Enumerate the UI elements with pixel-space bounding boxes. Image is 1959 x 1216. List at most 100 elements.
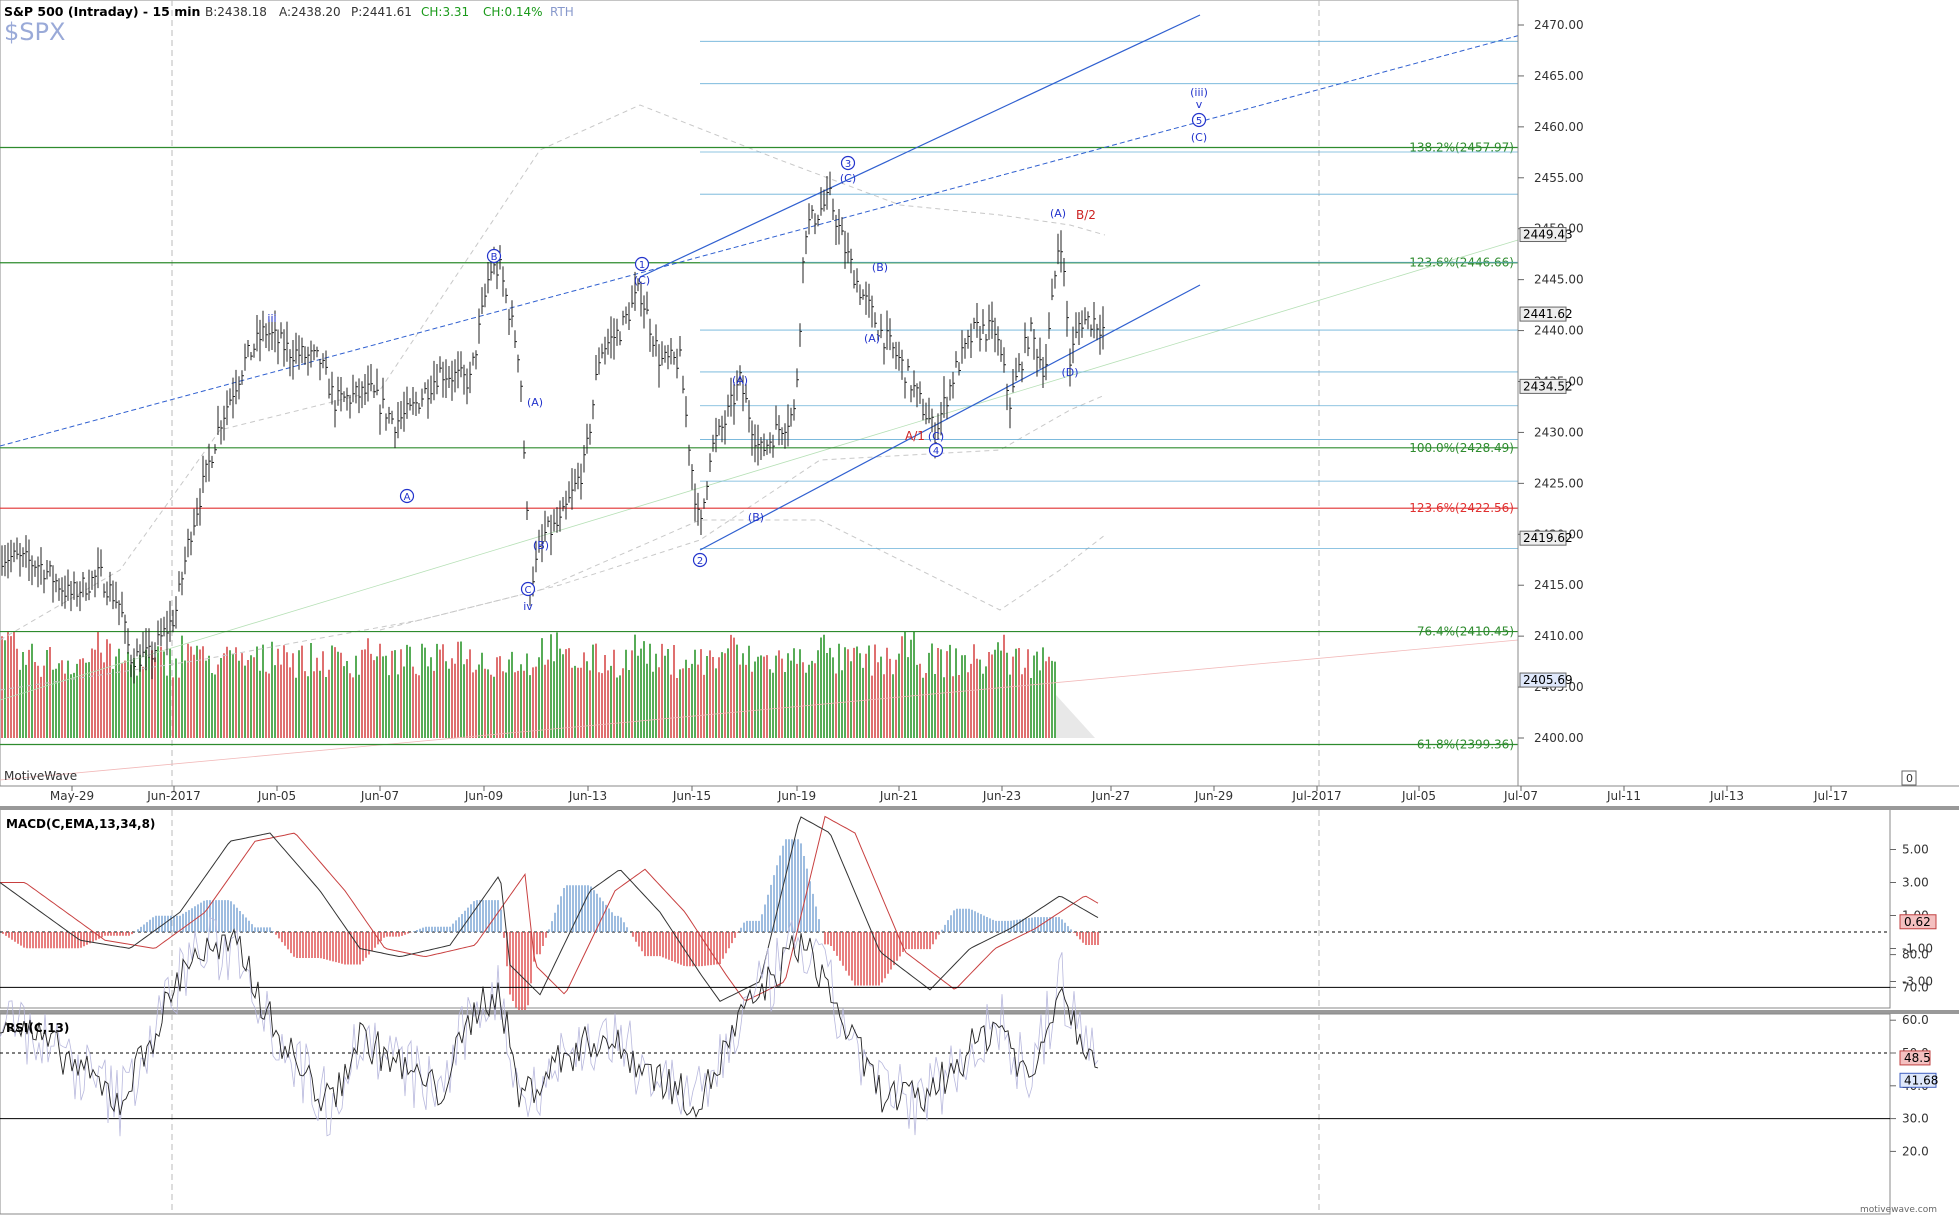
rsi-tick: 60.0 <box>1902 1013 1929 1027</box>
date-tick: Jun-21 <box>879 789 918 803</box>
price-panel[interactable]: 138.2%(2457.97) 123.6%(2446.66) 100.0%(242… <box>0 0 1660 787</box>
trend-lower <box>699 284 1201 551</box>
price-marker-label: 2441.62 <box>1523 307 1573 321</box>
volume-down <box>1 631 1050 738</box>
date-tick: Jun-07 <box>360 789 399 803</box>
wave-label: B <box>491 252 498 263</box>
wave-label: (B) <box>872 261 888 274</box>
rsi-title: RSI(C,13) <box>6 1021 69 1035</box>
price-tick: 2460.00 <box>1534 120 1584 134</box>
fib-label: 76.4%(2410.45) <box>1417 625 1514 639</box>
trend-upper <box>639 14 1201 278</box>
date-tick: Jul-11 <box>1606 789 1641 803</box>
date-tick: Jul-17 <box>1813 789 1848 803</box>
wave-label: (A) <box>527 396 543 409</box>
macd-title: MACD(C,EMA,13,34,8) <box>6 817 155 831</box>
date-tick: Jul-13 <box>1709 789 1744 803</box>
wave-label: (B) <box>533 539 549 552</box>
price-tick: 2465.00 <box>1534 69 1584 83</box>
wave-label: (iii) <box>1190 86 1208 99</box>
light-red-line <box>0 639 1519 781</box>
volume-up <box>4 631 1056 738</box>
wave-circle <box>486 248 502 264</box>
wave-circle <box>520 581 536 597</box>
wave-label: 1 <box>639 260 645 271</box>
fib-label: 138.2%(2457.97) <box>1409 141 1514 155</box>
wave-label: 3 <box>845 159 851 170</box>
date-axis[interactable]: 0 May-29 Jun-2017 Jun-05 Jun-07 Jun-09 Jun-13… <box>0 770 1959 803</box>
price-tick: 2445.00 <box>1534 273 1584 287</box>
fib-label: 100.0%(2428.49) <box>1409 441 1514 455</box>
wave-label: 5 <box>1196 116 1202 127</box>
price-marker-label: 2419.62 <box>1523 531 1573 545</box>
rsi-marker-red-label: 48.5 <box>1904 1051 1931 1065</box>
session-label: RTH <box>550 5 574 19</box>
wave-circle <box>1191 112 1207 128</box>
moving-averages <box>0 104 1519 781</box>
brand-label: MotiveWave <box>4 769 77 783</box>
price-marker <box>1519 227 1567 243</box>
price-bars <box>1 171 1105 684</box>
price-tick: 2400.00 <box>1534 731 1584 745</box>
date-tick: Jun-15 <box>672 789 711 803</box>
price-marker-label: 2449.43 <box>1523 228 1573 242</box>
volume-fade <box>1056 695 1095 738</box>
rsi-panel[interactable]: 80.070.060.050.040.030.020.048.541.68 RS… <box>0 916 1959 1215</box>
date-tick: Jun-29 <box>1194 789 1233 803</box>
price-axis[interactable]: 2470.002465.002460.002455.002450.002445.… <box>1517 0 1959 786</box>
wave-label: C <box>525 585 532 596</box>
chart-title: S&P 500 (Intraday) - 15 min <box>4 4 200 19</box>
price-marker <box>1519 672 1567 688</box>
date-tick: May-29 <box>50 789 94 803</box>
ma-upper <box>0 104 1106 641</box>
macd-tick: -3.00 <box>1902 975 1933 989</box>
price-tick: 2430.00 <box>1534 425 1584 439</box>
price-marker-label: 2405.69 <box>1523 673 1573 687</box>
date-tick: Jul-2017 <box>1291 789 1341 803</box>
wave-label: 4 <box>933 446 939 457</box>
date-tick: Jun-13 <box>568 789 607 803</box>
wave-label: (A) <box>864 332 880 345</box>
price-tick: 2415.00 <box>1534 578 1584 592</box>
price-series <box>1 171 1105 684</box>
wave-label: (B) <box>748 511 764 524</box>
fib-label: 123.6%(2422.56) <box>1409 501 1514 515</box>
macd-line <box>0 816 1099 1002</box>
price-tick: 2440.00 <box>1534 324 1584 338</box>
macd-panel[interactable]: 5.003.001.00-1.00-3.000.62 MACD(C,EMA,13… <box>0 806 1959 1027</box>
macd-tick: 5.00 <box>1902 843 1929 857</box>
wave-circle <box>399 488 415 504</box>
rsi-tick: 30.0 <box>1902 1112 1929 1126</box>
wave-label: (D) <box>1061 366 1078 379</box>
trend-lines <box>0 0 1651 551</box>
quote-ask: A:2438.20 <box>279 5 341 19</box>
wave-circle <box>634 256 650 272</box>
date-axis-zero: 0 <box>1906 772 1913 785</box>
date-tick: Jun-27 <box>1091 789 1130 803</box>
date-tick: Jun-09 <box>464 789 503 803</box>
fib-label: 123.6%(2446.66) <box>1409 256 1514 270</box>
rsi-line <box>0 928 1099 1119</box>
wave-circle <box>692 552 708 568</box>
quote-bid: B:2438.18 <box>205 5 267 19</box>
macd-tick: 3.00 <box>1902 876 1929 890</box>
price-marker <box>1519 530 1567 546</box>
price-tick: 2410.00 <box>1534 629 1584 643</box>
rsi-tick: 20.0 <box>1902 1144 1929 1158</box>
macd-marker <box>1899 914 1937 930</box>
macd-marker-label: 0.62 <box>1904 915 1931 929</box>
wave-label: iv <box>523 600 533 613</box>
wave-label: (A) <box>732 374 748 387</box>
wave-label: A/1 <box>905 429 925 443</box>
wave-label: iii <box>267 312 276 325</box>
symbol-watermark: $SPX <box>4 18 65 46</box>
wave-labels: iiiABCiv(A)(B)1(C)2(A)(B)3(C)(B)(A)4(C)A… <box>267 86 1207 613</box>
fib-label: 61.8%(2399.36) <box>1417 738 1514 752</box>
date-tick: Jun-23 <box>982 789 1021 803</box>
wave-circle <box>840 155 856 171</box>
quote-change-pct: CH:0.14% <box>483 5 543 19</box>
rsi-marker-blue-label: 41.68 <box>1904 1073 1938 1087</box>
wave-circle <box>928 442 944 458</box>
wave-label: 2 <box>697 556 703 567</box>
